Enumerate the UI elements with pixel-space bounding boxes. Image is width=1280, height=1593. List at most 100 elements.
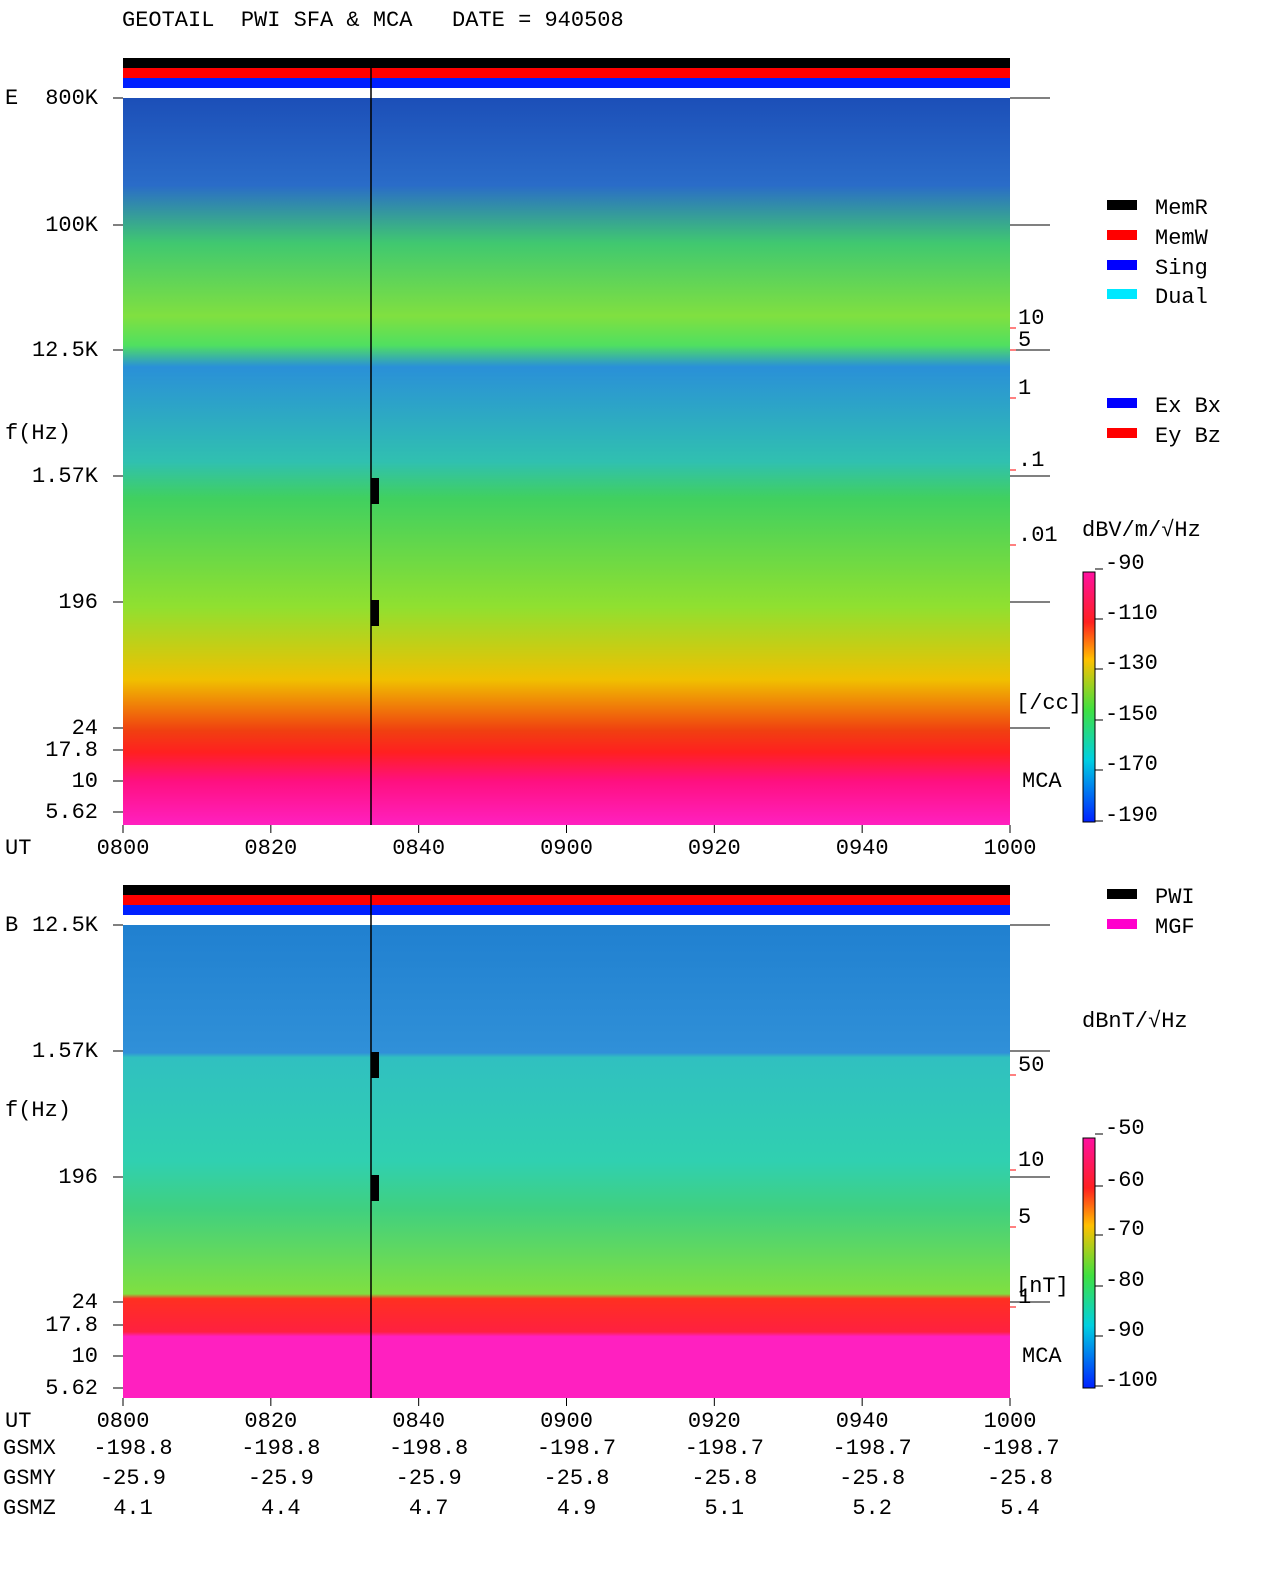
orbit-value: 4.9 bbox=[557, 1496, 597, 1521]
density-tick: 1 bbox=[1018, 376, 1031, 401]
orbit-value: -25.9 bbox=[100, 1466, 166, 1491]
legend-swatch bbox=[1107, 260, 1137, 270]
y-tick-label: 12.5K bbox=[32, 338, 99, 363]
legend-label: MemW bbox=[1155, 226, 1209, 251]
x-axis-label: UT bbox=[5, 836, 31, 861]
colorbar-tick: -70 bbox=[1105, 1217, 1145, 1242]
colorbar-unit: dBnT/√Hz bbox=[1082, 1009, 1188, 1034]
orbit-label: GSMY bbox=[3, 1466, 56, 1491]
x-tick-label: 0800 bbox=[97, 1409, 150, 1434]
marker bbox=[371, 600, 379, 626]
legend-label: MemR bbox=[1155, 196, 1208, 221]
legend-swatch bbox=[1107, 289, 1137, 299]
status-bar bbox=[123, 905, 1010, 915]
orbit-value: -198.7 bbox=[537, 1436, 616, 1461]
legend-label: PWI bbox=[1155, 885, 1195, 910]
density-tick: .01 bbox=[1018, 523, 1058, 548]
orbit-value: 4.1 bbox=[113, 1496, 153, 1521]
status-bar bbox=[123, 58, 1010, 68]
legend-swatch bbox=[1107, 919, 1137, 929]
status-bar bbox=[123, 895, 1010, 905]
colorbar-tick: -190 bbox=[1105, 803, 1158, 828]
y-tick-label: 1.57K bbox=[32, 1039, 99, 1064]
y-axis-label: f(Hz) bbox=[5, 421, 71, 446]
orbit-value: -25.8 bbox=[543, 1466, 609, 1491]
orbit-value: -198.8 bbox=[93, 1436, 172, 1461]
x-tick-label: 0920 bbox=[688, 836, 741, 861]
density-tick: 10 bbox=[1018, 306, 1044, 331]
title: GEOTAIL PWI SFA & MCA DATE = 940508 bbox=[122, 8, 624, 33]
legend-label: Ex Bx bbox=[1155, 394, 1221, 419]
mca-label: MCA bbox=[1022, 1344, 1062, 1369]
orbit-value: 5.2 bbox=[852, 1496, 892, 1521]
spectrogram bbox=[123, 925, 1010, 1398]
marker bbox=[371, 1175, 379, 1201]
orbit-value: 4.4 bbox=[261, 1496, 301, 1521]
x-tick-label: 0940 bbox=[836, 836, 889, 861]
x-tick-label: 0820 bbox=[244, 1409, 297, 1434]
x-tick-label: 0800 bbox=[97, 836, 150, 861]
spectrogram bbox=[123, 98, 1010, 825]
orbit-value: 4.7 bbox=[409, 1496, 449, 1521]
orbit-value: -25.8 bbox=[839, 1466, 905, 1491]
density-tick: 1 bbox=[1018, 1285, 1031, 1310]
orbit-value: 5.1 bbox=[705, 1496, 745, 1521]
status-bar bbox=[123, 885, 1010, 895]
status-bar bbox=[123, 68, 1010, 78]
orbit-value: 5.4 bbox=[1000, 1496, 1040, 1521]
density-tick: 5 bbox=[1018, 328, 1031, 353]
marker bbox=[371, 1052, 379, 1078]
colorbar-tick: -170 bbox=[1105, 752, 1158, 777]
y-axis-label: f(Hz) bbox=[5, 1098, 71, 1123]
x-tick-label: 0900 bbox=[540, 836, 593, 861]
y-tick-label: 17.8 bbox=[45, 738, 98, 763]
colorbar-tick: -90 bbox=[1105, 1318, 1145, 1343]
colorbar-tick: -60 bbox=[1105, 1168, 1145, 1193]
y-tick-label: 196 bbox=[58, 590, 98, 615]
x-tick-label: 0920 bbox=[688, 1409, 741, 1434]
x-tick-label: 0840 bbox=[392, 836, 445, 861]
colorbar bbox=[1082, 1137, 1096, 1389]
colorbar-tick: -150 bbox=[1105, 702, 1158, 727]
density-tick: 10 bbox=[1018, 1148, 1044, 1173]
legend-label: MGF bbox=[1155, 915, 1195, 940]
orbit-value: -198.7 bbox=[685, 1436, 764, 1461]
orbit-value: -198.8 bbox=[389, 1436, 468, 1461]
colorbar-tick: -110 bbox=[1105, 601, 1158, 626]
y-tick-label: 10 bbox=[72, 769, 98, 794]
y-tick-label: 24 bbox=[72, 1290, 98, 1315]
y-tick-label: 800K bbox=[45, 86, 99, 111]
orbit-value: -25.9 bbox=[248, 1466, 314, 1491]
orbit-label: GSMZ bbox=[3, 1496, 56, 1521]
colorbar-tick: -50 bbox=[1105, 1116, 1145, 1141]
x-tick-label: 0940 bbox=[836, 1409, 889, 1434]
density-tick: .1 bbox=[1018, 448, 1044, 473]
y-tick-label: 12.5K bbox=[32, 913, 99, 938]
marker bbox=[371, 478, 379, 504]
legend-swatch bbox=[1107, 398, 1137, 408]
y-tick-label: 10 bbox=[72, 1344, 98, 1369]
x-tick-label: 0840 bbox=[392, 1409, 445, 1434]
y-tick-label: 24 bbox=[72, 716, 98, 741]
legend-label: Sing bbox=[1155, 256, 1208, 281]
colorbar-tick: -80 bbox=[1105, 1268, 1145, 1293]
status-bar bbox=[123, 78, 1010, 88]
density-tick: 5 bbox=[1018, 1205, 1031, 1230]
colorbar-tick: -100 bbox=[1105, 1368, 1158, 1393]
colorbar bbox=[1082, 571, 1096, 823]
orbit-value: -198.7 bbox=[980, 1436, 1059, 1461]
legend-swatch bbox=[1107, 230, 1137, 240]
orbit-value: -198.7 bbox=[833, 1436, 912, 1461]
legend-swatch bbox=[1107, 428, 1137, 438]
colorbar-tick: -130 bbox=[1105, 651, 1158, 676]
x-axis-label: UT bbox=[5, 1409, 31, 1434]
legend-label: Dual bbox=[1155, 285, 1208, 310]
x-tick-label: 0820 bbox=[244, 836, 297, 861]
legend-label: Ey Bz bbox=[1155, 424, 1221, 449]
legend-swatch bbox=[1107, 200, 1137, 210]
orbit-value: -198.8 bbox=[241, 1436, 320, 1461]
y-tick-label: 100K bbox=[45, 213, 99, 238]
density-unit: [/cc] bbox=[1016, 691, 1082, 716]
y-tick-label: 5.62 bbox=[45, 1376, 98, 1401]
